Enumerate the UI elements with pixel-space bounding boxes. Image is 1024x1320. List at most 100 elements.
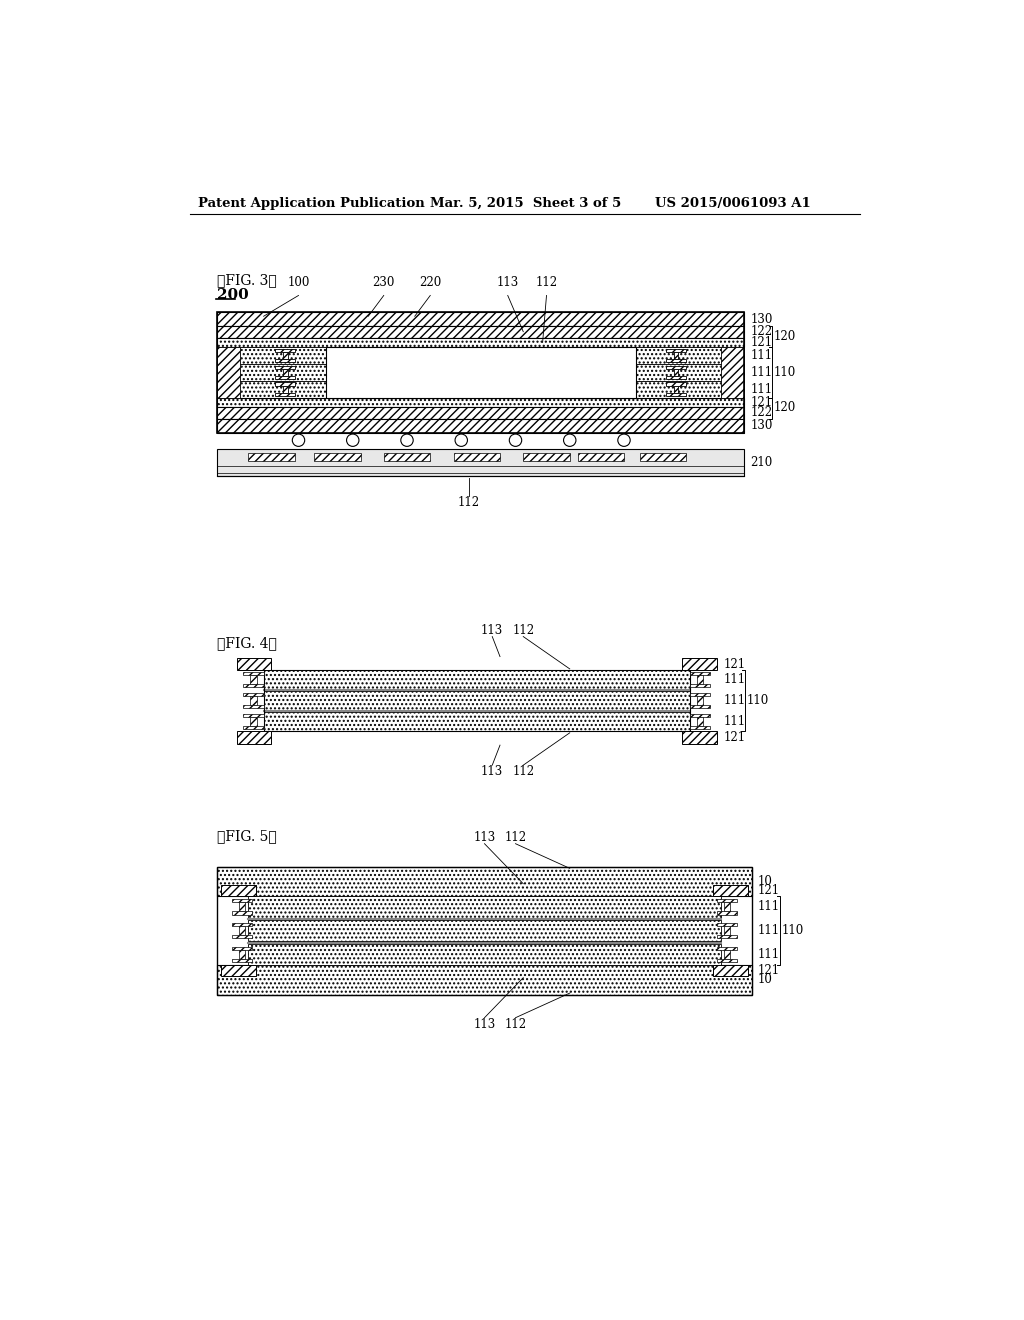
Bar [275, 376, 295, 379]
Text: 110: 110 [773, 366, 796, 379]
Bar [231, 960, 252, 962]
Bar [217, 313, 744, 433]
Text: 121: 121 [758, 884, 780, 898]
Bar [275, 393, 295, 396]
Text: 【FIG. 3】: 【FIG. 3】 [217, 273, 276, 286]
Bar [217, 326, 744, 338]
Text: Mar. 5, 2015  Sheet 3 of 5: Mar. 5, 2015 Sheet 3 of 5 [430, 197, 622, 210]
Bar [217, 407, 744, 418]
Bar [217, 397, 744, 407]
Bar [275, 366, 295, 368]
Text: 112: 112 [512, 623, 535, 636]
Bar [248, 453, 295, 461]
Bar [666, 359, 686, 363]
Bar [717, 911, 737, 915]
Bar [244, 705, 263, 708]
Bar [237, 659, 271, 671]
Circle shape [455, 434, 467, 446]
Bar [690, 693, 710, 696]
Bar [244, 714, 263, 717]
Bar [717, 936, 737, 939]
Bar [263, 671, 690, 731]
Bar [275, 359, 295, 363]
Text: 112: 112 [536, 276, 557, 289]
Bar [217, 867, 752, 896]
Text: 120: 120 [773, 330, 796, 343]
Text: 122: 122 [751, 325, 772, 338]
Bar [263, 671, 690, 689]
Text: 【FIG. 5】: 【FIG. 5】 [217, 829, 276, 843]
Bar [682, 731, 717, 743]
Text: 111: 111 [723, 714, 745, 727]
Bar [217, 364, 326, 381]
Bar [666, 383, 686, 385]
Bar [697, 696, 703, 705]
Bar [251, 717, 257, 726]
Bar [314, 453, 360, 461]
Bar [697, 675, 703, 684]
Bar [690, 726, 710, 729]
Bar [275, 348, 295, 351]
Bar [690, 684, 710, 688]
Text: 111: 111 [758, 900, 780, 913]
Bar [217, 338, 744, 347]
Bar [454, 453, 500, 461]
Circle shape [292, 434, 305, 446]
Text: 121: 121 [751, 335, 772, 348]
Bar [221, 965, 256, 977]
Text: 110: 110 [746, 694, 769, 708]
Bar [717, 899, 737, 903]
Circle shape [563, 434, 575, 446]
Text: 120: 120 [773, 401, 796, 414]
Bar [231, 899, 252, 903]
Text: 111: 111 [751, 383, 772, 396]
Bar [674, 368, 678, 376]
Text: 112: 112 [458, 496, 480, 508]
Text: 210: 210 [751, 455, 772, 469]
Bar [244, 693, 263, 696]
Bar [666, 366, 686, 368]
Text: 113: 113 [481, 623, 504, 636]
Text: 113: 113 [473, 830, 496, 843]
Bar [690, 705, 710, 708]
Text: 121: 121 [751, 396, 772, 409]
Text: 121: 121 [758, 964, 780, 977]
Text: 113: 113 [473, 1018, 496, 1031]
Bar [244, 672, 263, 675]
Text: 110: 110 [781, 924, 804, 937]
Text: 111: 111 [758, 924, 780, 937]
Bar [244, 684, 263, 688]
Bar [231, 911, 252, 915]
Text: 111: 111 [751, 348, 772, 362]
Bar [724, 950, 730, 960]
Bar [237, 731, 271, 743]
Circle shape [400, 434, 414, 446]
Bar [217, 347, 241, 397]
Text: 113: 113 [497, 276, 519, 289]
Bar [217, 449, 744, 477]
Bar [666, 376, 686, 379]
Bar [721, 347, 744, 397]
Bar [275, 383, 295, 385]
Bar [221, 886, 256, 896]
Bar [248, 944, 721, 965]
Bar [697, 717, 703, 726]
Bar [217, 347, 326, 364]
Bar [326, 347, 636, 397]
Bar [724, 927, 730, 936]
Text: 111: 111 [751, 366, 772, 379]
Text: 112: 112 [505, 1018, 526, 1031]
Bar [666, 348, 686, 351]
Text: 111: 111 [758, 948, 780, 961]
Bar [578, 453, 624, 461]
Bar [239, 903, 245, 911]
Bar [717, 946, 737, 950]
Circle shape [617, 434, 630, 446]
Bar [217, 965, 752, 995]
Bar [674, 351, 678, 359]
Text: 113: 113 [481, 766, 504, 779]
Bar [666, 393, 686, 396]
Bar [674, 385, 678, 393]
Bar [217, 313, 744, 326]
Bar [724, 903, 730, 911]
